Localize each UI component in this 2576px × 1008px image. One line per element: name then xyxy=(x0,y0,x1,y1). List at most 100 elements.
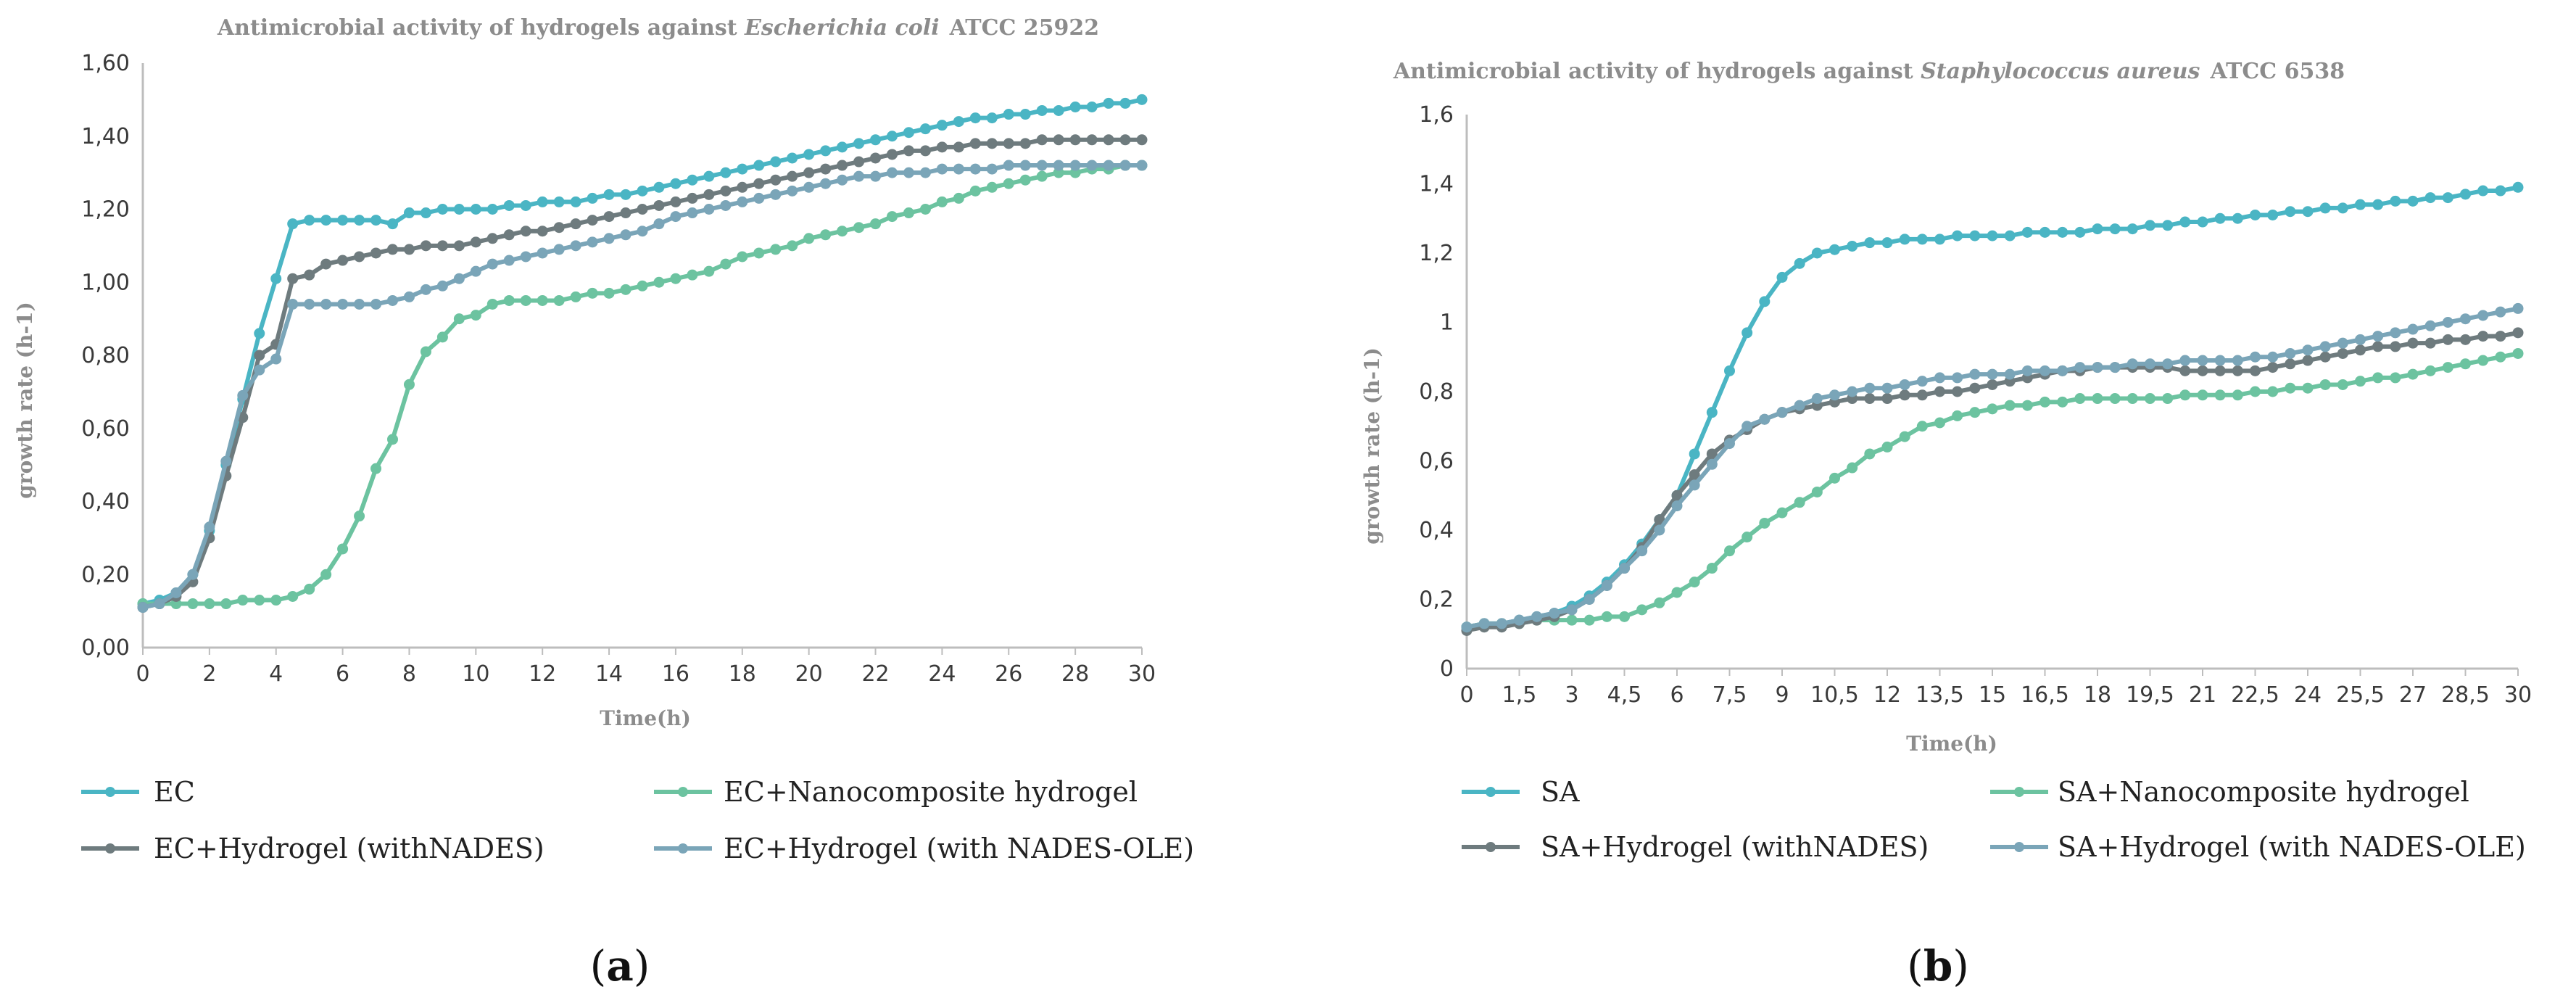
data-point-a-2 xyxy=(737,181,748,193)
data-point-a-2 xyxy=(837,160,848,171)
data-point-b-1 xyxy=(1916,421,1928,432)
data-point-b-0 xyxy=(1987,230,1998,241)
data-point-a-1 xyxy=(1036,170,1048,182)
data-point-a-3 xyxy=(1036,160,1048,171)
data-point-a-1 xyxy=(770,244,782,255)
data-point-b-1 xyxy=(2232,389,2243,401)
data-point-b-3 xyxy=(2197,355,2208,366)
data-point-b-0 xyxy=(1916,234,1928,245)
data-point-a-0 xyxy=(687,174,698,186)
data-point-a-3 xyxy=(737,196,748,207)
data-point-b-1 xyxy=(1881,441,1893,453)
data-point-b-3 xyxy=(2319,341,2331,352)
data-point-b-1 xyxy=(2057,396,2068,408)
data-point-b-1 xyxy=(2162,393,2174,405)
data-point-b-2 xyxy=(2460,334,2471,345)
data-point-a-3 xyxy=(1103,160,1114,171)
data-point-a-3 xyxy=(986,163,998,175)
data-point-b-3 xyxy=(1478,618,1490,629)
data-point-a-2 xyxy=(986,138,998,149)
data-point-a-3 xyxy=(620,229,631,241)
data-point-b-1 xyxy=(1987,403,1998,415)
data-point-b-1 xyxy=(1566,614,1578,626)
data-point-b-1 xyxy=(1864,448,1876,460)
chart-b-title: Antimicrobial activity of hydrogels agai… xyxy=(1393,59,2345,84)
chart-a-y-tick-label: 0,80 xyxy=(81,343,130,368)
data-point-b-2 xyxy=(2512,327,2524,339)
data-point-a-3 xyxy=(687,207,698,219)
data-point-a-0 xyxy=(1019,109,1031,120)
data-point-b-0 xyxy=(2337,202,2348,214)
chart-a-y-tick-label: 1,60 xyxy=(81,51,130,76)
data-point-b-0 xyxy=(2477,185,2489,197)
data-point-a-0 xyxy=(570,196,581,207)
data-point-b-1 xyxy=(2179,389,2191,401)
data-point-a-0 xyxy=(953,116,964,128)
data-point-b-1 xyxy=(2039,396,2050,408)
data-point-b-3 xyxy=(1531,611,1543,622)
data-point-b-2 xyxy=(1881,393,1893,405)
chart-b-x-tick-label: 21 xyxy=(2189,682,2216,708)
data-point-b-0 xyxy=(1829,244,1840,255)
data-point-a-2 xyxy=(1019,138,1031,149)
chart-a-x-tick-label: 14 xyxy=(595,661,623,687)
chart-b-x-ticks: 0 1,5 3 4,5 6 7,5 9 10,5 12 13,5 15 16,5 18 19,5 21 22,… xyxy=(1459,669,2532,708)
data-point-b-1 xyxy=(2390,372,2401,384)
data-point-b-0 xyxy=(2495,185,2506,197)
data-point-b-3 xyxy=(1549,608,1560,619)
data-point-a-1 xyxy=(703,265,715,277)
data-point-b-1 xyxy=(2267,386,2279,397)
data-point-a-3 xyxy=(370,298,382,310)
data-point-b-3 xyxy=(1689,479,1700,491)
data-point-b-3 xyxy=(1952,372,1963,384)
data-point-a-1 xyxy=(820,229,832,241)
data-point-a-2 xyxy=(670,196,682,207)
svg-text:SA+Hydrogel (withNADES): SA+Hydrogel (withNADES) xyxy=(1541,831,1929,863)
data-point-b-2 xyxy=(1671,489,1683,501)
data-point-b-0 xyxy=(1759,296,1771,307)
data-point-b-3 xyxy=(1899,379,1910,390)
data-point-a-1 xyxy=(903,207,914,219)
data-point-a-3 xyxy=(154,598,165,610)
chart-a-series xyxy=(137,94,1148,614)
svg-text:EC+Nanocomposite hydrogel: EC+Nanocomposite hydrogel xyxy=(724,776,1138,808)
data-point-a-1 xyxy=(853,222,865,234)
data-point-b-0 xyxy=(2004,230,2016,241)
data-point-a-1 xyxy=(320,569,332,580)
data-point-a-1 xyxy=(553,294,565,306)
data-point-b-3 xyxy=(2039,365,2050,376)
chart-b-x-tick-label: 15 xyxy=(1979,682,2006,708)
data-point-a-0 xyxy=(287,218,299,230)
data-point-b-0 xyxy=(1934,234,1945,245)
chart-a-y-tick-label: 1,40 xyxy=(81,124,130,149)
data-point-b-3 xyxy=(2460,313,2471,325)
data-point-a-3 xyxy=(1136,160,1148,171)
data-point-b-1 xyxy=(1742,532,1753,543)
data-point-a-1 xyxy=(570,291,581,302)
chart-a-x-tick-label: 26 xyxy=(995,661,1022,687)
data-point-b-1 xyxy=(1601,611,1612,622)
data-point-b-2 xyxy=(1899,389,1910,401)
chart-b-x-tick-label: 18 xyxy=(2084,682,2111,708)
data-point-a-1 xyxy=(720,258,732,270)
svg-text:EC: EC xyxy=(154,776,195,808)
data-point-b-1 xyxy=(1952,410,1963,421)
data-point-b-0 xyxy=(1847,240,1858,252)
data-point-a-3 xyxy=(503,255,515,266)
data-point-a-0 xyxy=(837,141,848,153)
data-point-b-1 xyxy=(2302,382,2314,394)
data-point-b-3 xyxy=(2267,351,2279,363)
data-point-a-3 xyxy=(270,353,282,365)
data-point-b-2 xyxy=(2477,331,2489,342)
data-point-b-1 xyxy=(1811,486,1823,497)
legend-item-ec: EC xyxy=(81,776,195,808)
data-point-b-3 xyxy=(2109,362,2121,373)
data-point-b-1 xyxy=(2285,382,2296,394)
data-point-b-3 xyxy=(1881,382,1893,394)
data-point-a-0 xyxy=(820,145,832,157)
svg-text:SA: SA xyxy=(1541,776,1580,808)
data-point-a-0 xyxy=(587,192,598,204)
data-point-b-3 xyxy=(2232,355,2243,366)
data-point-a-3 xyxy=(853,170,865,182)
data-point-a-1 xyxy=(603,287,615,299)
